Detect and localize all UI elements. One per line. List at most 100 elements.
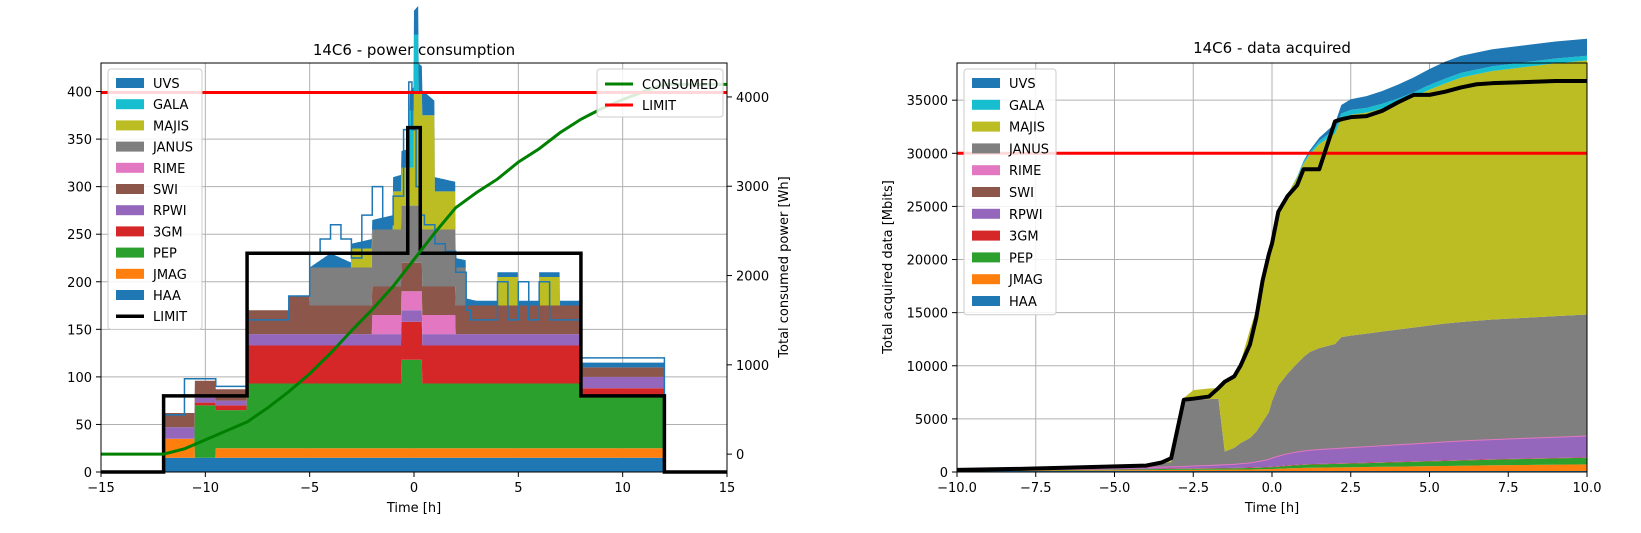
area-haa xyxy=(101,457,727,472)
legend-label-janus: JANUS xyxy=(1008,142,1049,157)
legend2-label-limit: LIMIT xyxy=(642,99,676,114)
y-tick-label: 20000 xyxy=(907,254,948,269)
x-tick-label: 7.5 xyxy=(1498,481,1519,496)
y2-tick-label: 0 xyxy=(736,448,744,463)
legend-label-rpwi: RPWI xyxy=(1009,208,1043,223)
area-jmag xyxy=(957,464,1587,471)
legend-swatch-janus xyxy=(116,141,144,152)
legend-swatch-rime xyxy=(116,162,144,173)
legend-swatch-haa xyxy=(972,296,1000,306)
y-tick-label: 10000 xyxy=(907,360,948,375)
legend-swatch-3gm xyxy=(972,230,1000,241)
legend-swatch-swi xyxy=(972,187,1000,197)
y2-tick-label: 4000 xyxy=(736,91,769,106)
x-tick-label: −15 xyxy=(87,481,114,496)
y-tick-label: 0 xyxy=(940,466,948,481)
y-tick-label: 30000 xyxy=(907,147,948,162)
legend-label-majis: MAJIS xyxy=(153,119,189,134)
legend-swatch-jmag xyxy=(972,274,1000,285)
x-tick-label: −10 xyxy=(192,481,219,496)
legend-swatch-gala xyxy=(972,99,1000,110)
legend-label-rime: RIME xyxy=(1009,164,1041,179)
legend-label-rime: RIME xyxy=(153,162,185,177)
legend-label-rpwi: RPWI xyxy=(153,204,187,219)
legend-label-janus: JANUS xyxy=(152,141,193,156)
legend-label-gala: GALA xyxy=(153,98,189,113)
legend-box xyxy=(107,68,203,330)
power-legend-right: CONSUMED LIMIT xyxy=(596,68,724,118)
x-tick-label: 0 xyxy=(410,481,418,496)
area-3gm xyxy=(101,321,727,472)
data-axes-ticks: −10.0 −7.5 −5.0 −2.5 0.0 2.5 5.0 7.5 10.0 0 5000 10… xyxy=(907,94,1602,496)
legend-label-3gm: 3GM xyxy=(1009,230,1039,245)
area-janus xyxy=(957,314,1587,470)
legend-label-pep: PEP xyxy=(1009,251,1033,266)
legend-label-haa: HAA xyxy=(1009,295,1037,310)
y-tick-label: 0 xyxy=(84,466,92,481)
legend-label-uvs: UVS xyxy=(1009,77,1036,92)
area-3gm xyxy=(957,457,1587,471)
total-envelope-line xyxy=(101,81,727,473)
area-swi xyxy=(101,262,727,472)
data-legend: UVS GALA MAJIS JANUS RIME SWI RPWI 3GM PEP JMAG HA… xyxy=(963,68,1057,316)
power-y2-axis-label: Total consumed power [Wh] xyxy=(777,176,792,358)
legend-label-jmag: JMAG xyxy=(152,268,187,283)
data-x-axis-label: Time [h] xyxy=(1244,501,1299,516)
x-tick-label: −5.0 xyxy=(1099,481,1131,496)
data-lines xyxy=(956,79,1587,472)
legend-swatch-rime xyxy=(972,165,1000,176)
area-rpwi xyxy=(957,435,1587,471)
legend-label-3gm: 3GM xyxy=(153,225,183,240)
power-axes-ticks: −15 −10 −5 0 5 10 1505010015020025030035040001… xyxy=(67,86,769,496)
legend2-label-consumed: CONSUMED xyxy=(642,78,718,93)
legend-label-uvs: UVS xyxy=(153,77,180,92)
y2-tick-label: 2000 xyxy=(736,270,769,285)
y-tick-label: 5000 xyxy=(915,413,948,428)
x-tick-label: 15 xyxy=(719,481,736,496)
legend-label-limit: LIMIT xyxy=(153,310,187,325)
legend-label-gala: GALA xyxy=(1009,99,1045,114)
x-tick-label: −7.5 xyxy=(1020,481,1052,496)
x-tick-label: −10.0 xyxy=(937,481,977,496)
y-tick-label: 35000 xyxy=(907,94,948,109)
legend-swatch-janus xyxy=(972,143,1000,154)
y-tick-label: 150 xyxy=(67,323,92,338)
y2-tick-label: 1000 xyxy=(736,359,769,374)
legend-swatch-rpwi xyxy=(972,208,1000,219)
legend-swatch-majis xyxy=(972,121,1000,132)
x-tick-label: −5 xyxy=(300,481,319,496)
legend-swatch-uvs xyxy=(972,78,1000,88)
area-pep xyxy=(101,359,727,472)
y-tick-label: 200 xyxy=(67,276,92,291)
data-stacked-areas xyxy=(956,38,1588,472)
power-legend: UVS GALA MAJIS JANUS RIME SWI RPWI 3GM PEP JMAG HA… xyxy=(107,68,203,330)
legend-swatch-haa xyxy=(116,290,144,300)
legend-label-pep: PEP xyxy=(153,247,177,262)
y-tick-label: 25000 xyxy=(907,200,948,215)
limit-step-line xyxy=(101,125,727,474)
y-tick-label: 50 xyxy=(75,418,92,433)
y-tick-label: 350 xyxy=(67,133,92,148)
data-chart: −10.0 −7.5 −5.0 −2.5 0.0 2.5 5.0 7.5 10.0 0 5000 10… xyxy=(881,38,1602,516)
legend-label-haa: HAA xyxy=(153,289,181,304)
x-tick-label: −2.5 xyxy=(1177,481,1209,496)
x-tick-label: 10.0 xyxy=(1573,481,1602,496)
area-pep xyxy=(957,457,1587,471)
y2-tick-label: 3000 xyxy=(736,180,769,195)
legend-label-majis: MAJIS xyxy=(1009,121,1045,136)
y-tick-label: 100 xyxy=(67,371,92,386)
x-tick-label: 10 xyxy=(614,481,631,496)
x-tick-label: 0.0 xyxy=(1262,481,1283,496)
power-chart-title: 14C6 - power consumption xyxy=(313,41,515,59)
legend-swatch-pep xyxy=(116,247,144,258)
data-y-axis-label: Total acquired data [Mbits] xyxy=(881,180,896,355)
area-majis xyxy=(957,60,1587,470)
legend-swatch-swi xyxy=(116,184,144,194)
y-tick-label: 250 xyxy=(67,228,92,243)
y-tick-label: 400 xyxy=(67,86,92,101)
area-majis xyxy=(101,91,727,472)
legend-swatch-3gm xyxy=(116,226,144,237)
y-tick-label: 300 xyxy=(67,181,92,196)
